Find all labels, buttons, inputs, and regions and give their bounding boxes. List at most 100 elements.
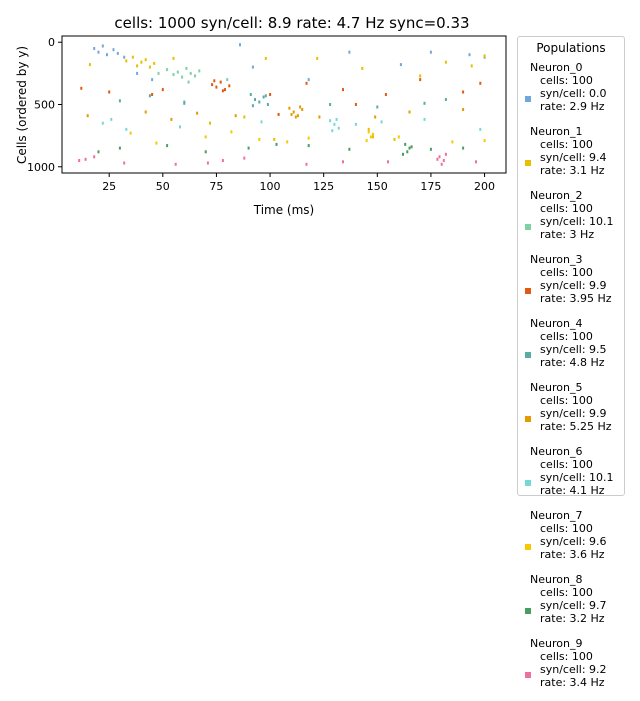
spike-point [148, 65, 151, 69]
legend-series-name: Neuron_8 [530, 573, 583, 586]
x-tick-label: 25 [102, 180, 116, 193]
spike-point [84, 157, 87, 161]
spike-point [419, 74, 422, 78]
x-tick-label: 100 [260, 180, 281, 193]
spike-point [155, 141, 158, 145]
spike-point [410, 145, 413, 149]
spike-point [112, 48, 115, 52]
legend: Populations Neuron_0 cells: 100 syn/cell: … [517, 36, 625, 689]
spike-point [462, 90, 465, 94]
spike-point [123, 55, 126, 59]
spike-point [116, 51, 119, 55]
legend-swatch [525, 544, 531, 550]
spike-point [372, 135, 374, 139]
spike-point [286, 140, 289, 144]
spike-point [181, 75, 184, 79]
spike-point [219, 80, 222, 84]
spike-point [110, 117, 113, 121]
legend-syn: syn/cell: 9.2 [540, 663, 607, 676]
spike-point [367, 130, 370, 134]
legend-swatch [525, 352, 531, 358]
legend-syn: syn/cell: 0.0 [540, 87, 607, 100]
legend-rate: rate: 3.6 Hz [540, 548, 605, 561]
spike-point [125, 127, 128, 131]
x-axis-label: Time (ms) [253, 203, 315, 217]
legend-cells: cells: 100 [540, 74, 593, 87]
spike-point [106, 53, 108, 57]
spike-point [151, 78, 154, 82]
legend-syn: syn/cell: 9.6 [540, 535, 607, 548]
spike-point [97, 150, 100, 154]
raster-chart: cells: 1000 syn/cell: 8.9 rate: 4.7 Hz s… [15, 14, 507, 217]
spike-point [176, 70, 179, 74]
spike-point [170, 117, 173, 121]
spike-point [93, 155, 96, 159]
legend-syn: syn/cell: 9.5 [540, 343, 607, 356]
spike-point [337, 126, 340, 130]
spike-point [148, 94, 151, 98]
legend-swatch [525, 288, 531, 294]
legend-entry: Neuron_5 cells: 100 syn/cell: 9.9 rate: 5.2… [525, 381, 625, 445]
spike-point [288, 106, 291, 110]
spike-point [419, 78, 422, 82]
spike-point [429, 147, 432, 151]
chart-title: cells: 1000 syn/cell: 8.9 rate: 4.7 Hz s… [114, 14, 469, 32]
legend-rate: rate: 3.95 Hz [540, 292, 612, 305]
spike-point [215, 85, 218, 89]
spike-point [399, 63, 402, 67]
legend-entry: Neuron_3 cells: 100 syn/cell: 9.9 rate: 3.9… [525, 253, 625, 317]
spike-point [243, 156, 246, 160]
spike-point [402, 152, 404, 156]
spike-point [206, 161, 209, 165]
spike-point [380, 120, 383, 124]
spike-point [234, 114, 237, 118]
legend-cells: cells: 100 [540, 202, 593, 215]
spike-point [269, 93, 272, 96]
spike-point [301, 108, 304, 111]
spike-point [80, 86, 83, 90]
x-tick-label: 150 [367, 180, 388, 193]
spike-point [125, 59, 128, 63]
legend-entry: Neuron_8 cells: 100 syn/cell: 9.7 rate: 3.2… [525, 573, 625, 637]
spike-point [78, 159, 81, 162]
spike-point [260, 120, 263, 124]
spike-point [243, 115, 246, 119]
spike-point [292, 110, 295, 114]
spike-point [221, 159, 224, 162]
spike-point [161, 88, 164, 92]
legend-rate: rate: 3.4 Hz [540, 676, 605, 689]
spike-point [354, 103, 357, 106]
spike-point [136, 64, 139, 68]
legend-entry: Neuron_7 cells: 100 syn/cell: 9.6 rate: 3.6… [525, 509, 625, 573]
spike-point [183, 101, 186, 105]
y-tick-label: 1000 [27, 161, 55, 174]
spike-point [196, 111, 199, 115]
legend-cells: cells: 100 [540, 650, 593, 663]
spike-point [258, 100, 261, 104]
spike-point [331, 129, 334, 133]
spike-point [157, 71, 160, 75]
legend-entry: Neuron_0 cells: 100 syn/cell: 0.0 rate: 2.9… [525, 61, 625, 125]
spike-point [144, 58, 147, 62]
legend-syn: syn/cell: 9.4 [540, 151, 607, 164]
spike-point [136, 71, 139, 75]
y-axis: 0 500 1000 [27, 36, 62, 174]
legend-cells: cells: 100 [540, 330, 593, 343]
spike-point [273, 137, 276, 141]
spike-point [348, 147, 351, 151]
spike-point [226, 78, 229, 82]
spike-point [275, 142, 278, 146]
legend-rate: rate: 5.25 Hz [540, 420, 612, 433]
legend-syn: syn/cell: 9.9 [540, 279, 607, 292]
spike-point [294, 115, 297, 119]
spike-point [372, 132, 374, 136]
spike-point [251, 104, 254, 108]
legend-swatch [525, 160, 531, 166]
spike-point [470, 64, 473, 68]
x-tick-label: 125 [313, 180, 334, 193]
spike-point [198, 69, 201, 73]
legend-syn: syn/cell: 9.9 [540, 407, 607, 420]
legend-swatch [525, 416, 531, 422]
spike-point [118, 146, 121, 150]
legend-swatch [525, 480, 531, 486]
